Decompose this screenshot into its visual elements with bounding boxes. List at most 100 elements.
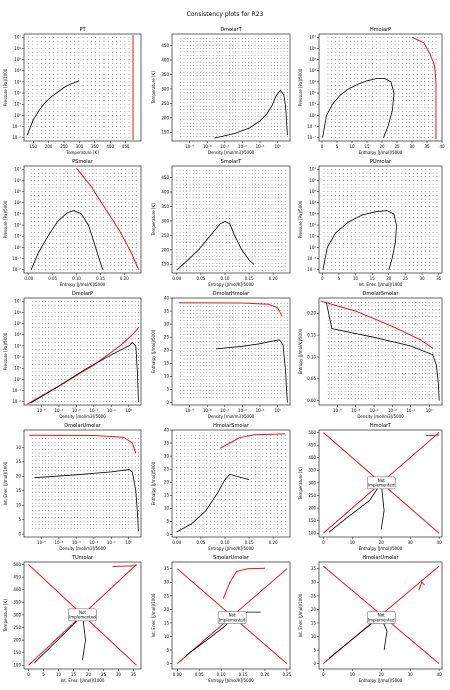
state-point	[323, 224, 325, 226]
state-point	[206, 129, 207, 131]
state-point	[232, 218, 233, 219]
state-point	[264, 41, 266, 43]
state-point	[338, 63, 340, 64]
state-point	[199, 249, 201, 250]
state-point	[349, 59, 351, 60]
state-point	[238, 194, 240, 195]
state-point	[268, 214, 270, 216]
state-point	[88, 269, 90, 271]
state-point	[268, 238, 270, 240]
state-point	[180, 48, 182, 49]
state-point	[409, 74, 411, 75]
state-point	[346, 77, 347, 79]
state-point	[203, 71, 204, 73]
state-point	[370, 235, 372, 237]
state-point	[267, 51, 269, 53]
state-point	[225, 183, 227, 185]
state-point	[70, 195, 72, 196]
state-point	[417, 89, 418, 90]
state-point	[342, 133, 344, 135]
state-point	[81, 176, 83, 178]
state-point	[251, 105, 253, 107]
state-point	[53, 137, 55, 139]
state-point	[199, 48, 201, 49]
state-point	[59, 217, 61, 218]
state-point	[255, 183, 256, 185]
state-point	[190, 122, 191, 124]
state-point	[196, 126, 198, 127]
state-point	[192, 269, 194, 271]
state-point	[199, 54, 201, 56]
state-point	[95, 100, 96, 101]
state-point	[335, 213, 337, 215]
state-point	[362, 213, 364, 215]
state-point	[370, 232, 372, 233]
state-point	[235, 85, 237, 87]
state-point	[342, 81, 344, 83]
state-point	[77, 239, 79, 241]
state-point	[353, 111, 355, 112]
state-point	[45, 111, 46, 112]
state-point	[265, 214, 266, 216]
state-point	[361, 48, 362, 49]
state-point	[270, 136, 272, 138]
state-point	[281, 252, 283, 254]
state-point	[257, 105, 259, 107]
state-point	[193, 51, 195, 53]
state-point	[91, 74, 92, 75]
state-point	[179, 225, 181, 226]
state-point	[215, 112, 217, 114]
y-tick-label: 450	[161, 43, 169, 48]
state-point	[346, 115, 347, 116]
state-point	[331, 107, 333, 109]
state-point	[196, 262, 197, 264]
state-point	[40, 96, 42, 98]
state-point	[179, 190, 181, 192]
state-point	[372, 89, 374, 90]
state-point	[116, 111, 117, 112]
state-point	[228, 65, 230, 66]
state-point	[225, 78, 227, 80]
state-point	[264, 68, 266, 70]
state-point	[186, 41, 188, 43]
state-point	[264, 54, 266, 56]
state-point	[372, 59, 374, 60]
state-point	[376, 111, 377, 112]
state-point	[228, 109, 230, 110]
state-point	[202, 190, 204, 192]
state-point	[287, 71, 288, 73]
state-point	[209, 99, 211, 100]
state-point	[428, 40, 429, 42]
state-point	[357, 111, 359, 112]
state-point	[390, 59, 392, 60]
state-point	[390, 77, 392, 79]
state-point	[206, 259, 207, 261]
state-point	[228, 51, 230, 53]
state-point	[88, 217, 90, 218]
state-point	[219, 245, 220, 247]
state-point	[209, 200, 211, 202]
state-point	[238, 41, 240, 43]
state-point	[435, 48, 437, 49]
state-point	[428, 115, 429, 116]
state-point	[402, 129, 403, 131]
state-point	[257, 51, 259, 53]
state-point	[192, 194, 194, 195]
state-point	[124, 59, 126, 60]
state-point	[277, 85, 279, 87]
state-point	[270, 122, 272, 124]
state-point	[229, 221, 230, 223]
state-point	[335, 187, 337, 189]
state-point	[196, 92, 198, 93]
state-point	[78, 89, 80, 90]
state-point	[99, 96, 101, 98]
state-point	[387, 111, 388, 112]
state-point	[91, 137, 92, 139]
state-point	[265, 249, 266, 250]
state-point	[179, 249, 181, 250]
state-point	[82, 74, 84, 75]
state-point	[36, 92, 38, 94]
state-point	[398, 55, 400, 57]
state-point	[70, 269, 72, 271]
state-point	[357, 44, 359, 46]
